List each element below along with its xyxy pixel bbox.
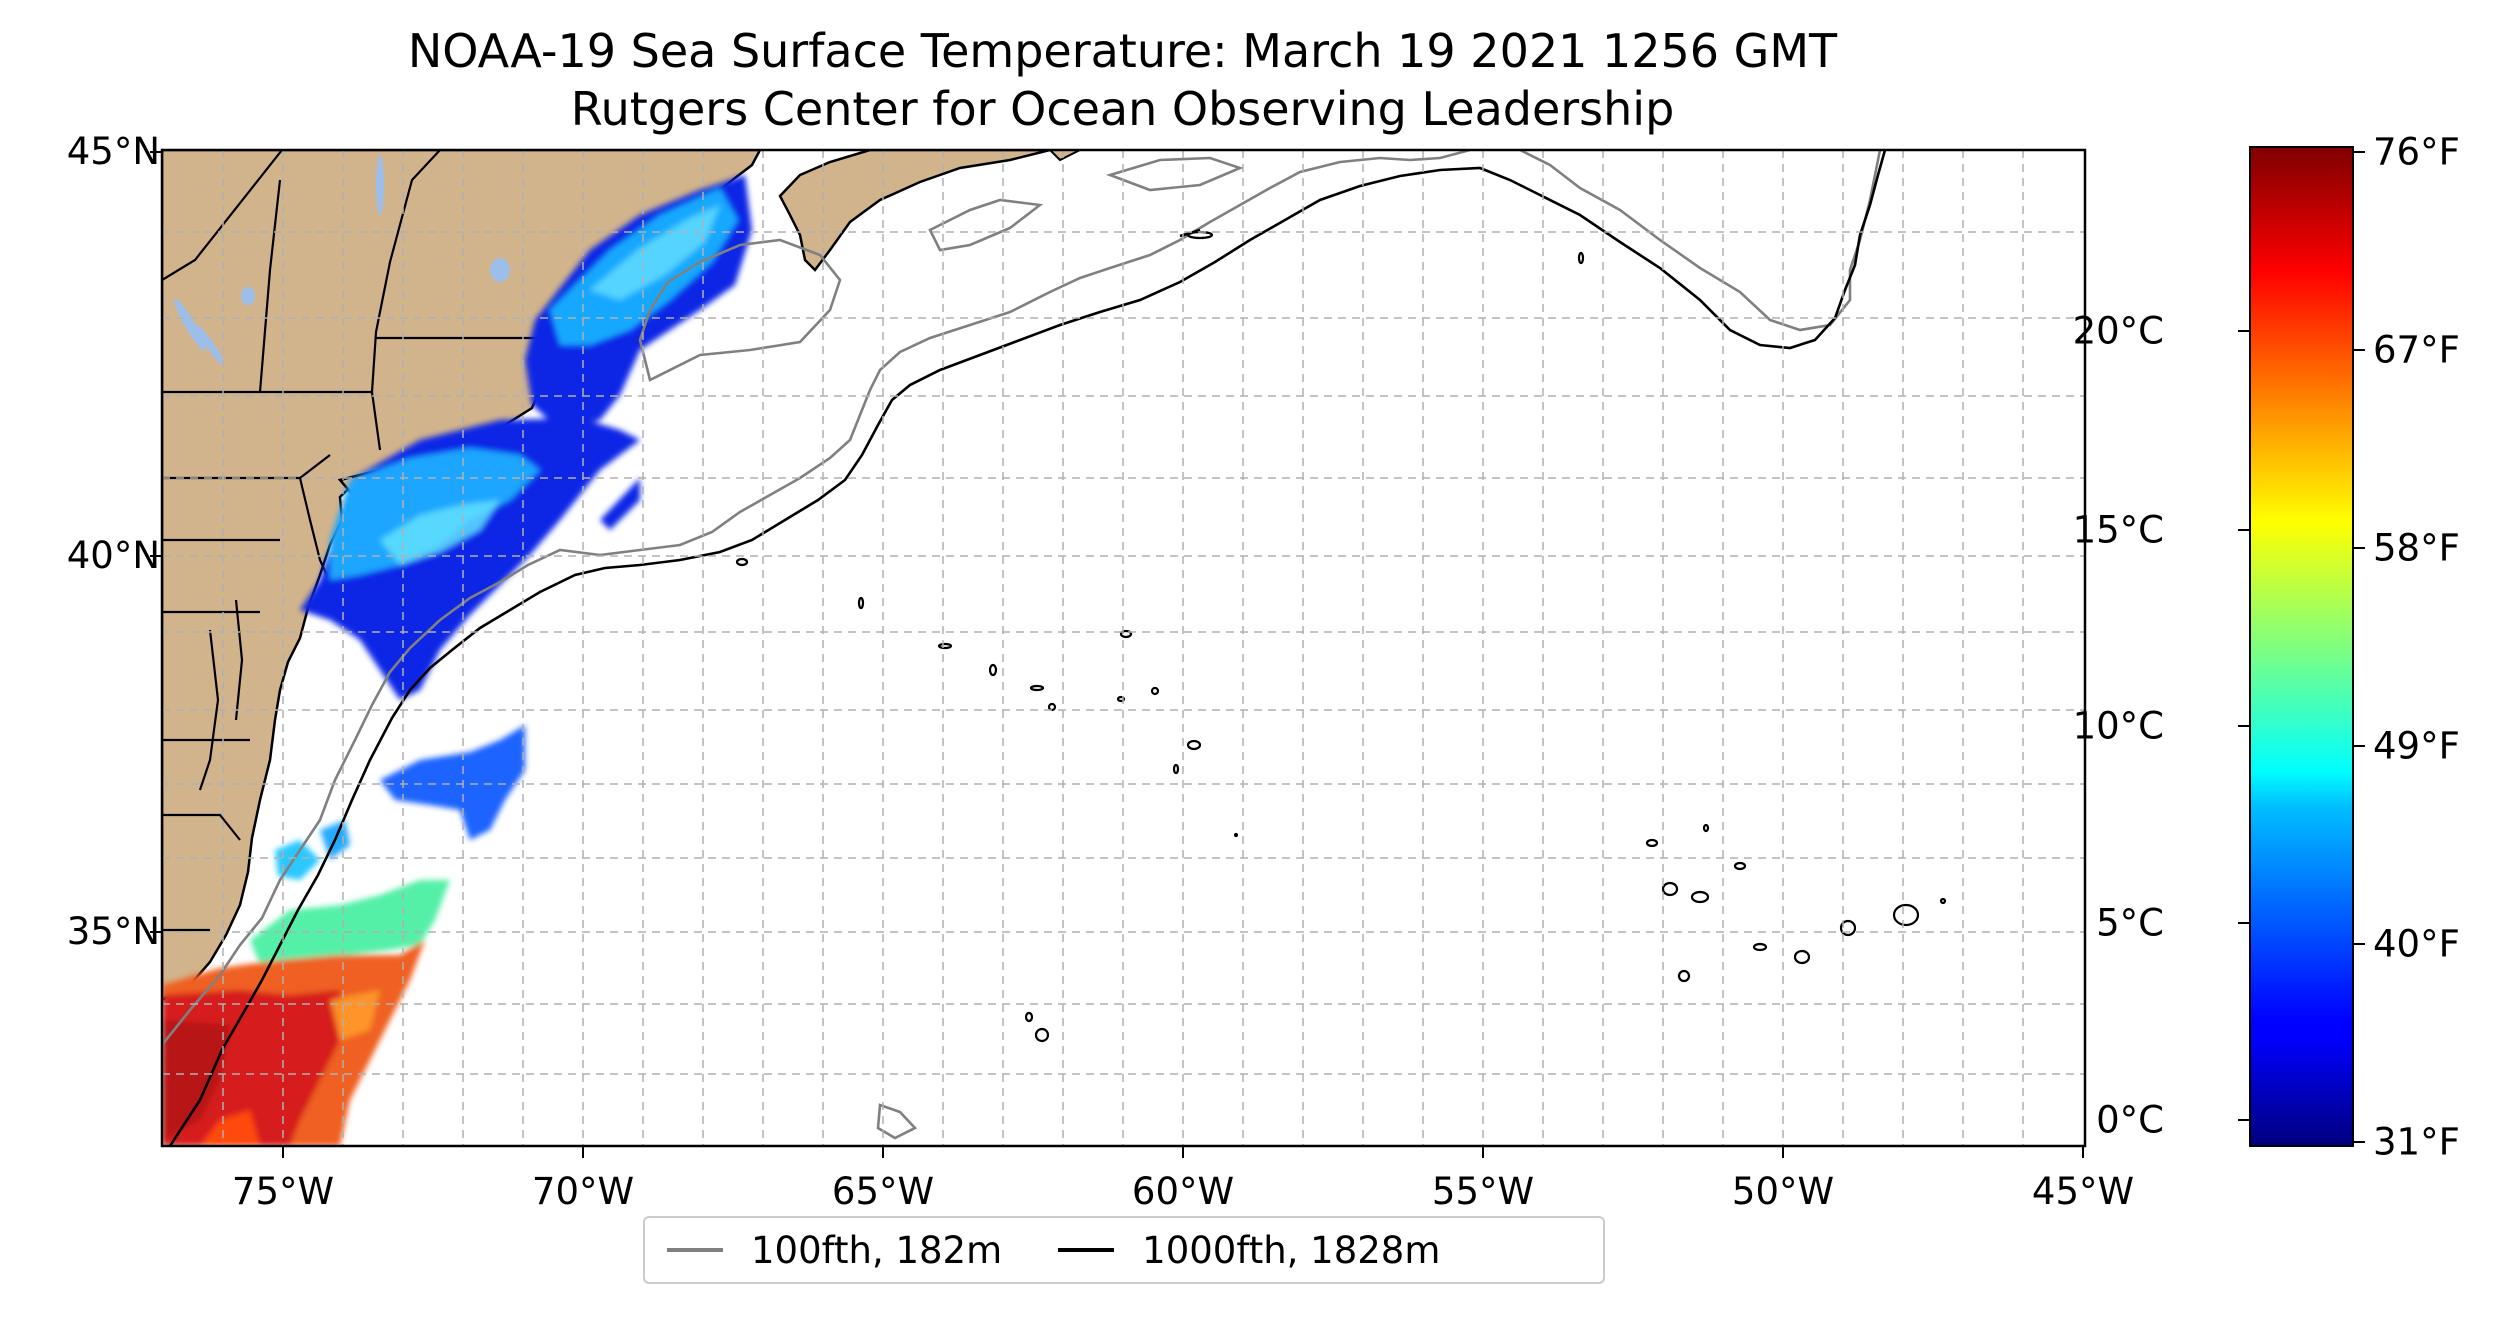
gridlines <box>162 150 2085 1146</box>
lakes <box>174 155 510 366</box>
lat-tick-label: 35°N <box>66 910 160 953</box>
colorbar-celsius-label: 15°C <box>2072 508 2164 552</box>
colorbar-fahrenheit-label: 67°F <box>2373 328 2460 372</box>
legend-item-100fth: 100fth, 182m <box>645 1229 1002 1272</box>
legend-swatch-black <box>1058 1248 1115 1252</box>
lat-tick-label: 40°N <box>66 534 160 577</box>
colorbar-ticks <box>2238 151 2365 1143</box>
lon-tick-label: 65°W <box>831 1170 935 1213</box>
axis-ticks <box>150 151 2084 1158</box>
colorbar-celsius-label: 10°C <box>2072 704 2164 748</box>
lon-tick-label: 45°W <box>2031 1170 2135 1213</box>
map-frame <box>160 148 2087 1148</box>
land-cape-breton <box>1048 150 1081 162</box>
map-subtitle: Rutgers Center for Ocean Observing Leade… <box>570 82 1675 136</box>
colorbar-fahrenheit-label: 40°F <box>2373 922 2460 966</box>
map-title: NOAA-19 Sea Surface Temperature: March 1… <box>407 24 1838 78</box>
colorbar-celsius-label: 5°C <box>2096 901 2164 945</box>
colorbar-fahrenheit-label: 58°F <box>2373 526 2460 570</box>
legend-swatch-gray <box>667 1248 723 1252</box>
legend-label: 100fth, 182m <box>751 1228 1003 1272</box>
lon-tick-label: 60°W <box>1131 1170 1235 1213</box>
lon-tick-label: 70°W <box>531 1170 635 1213</box>
legend: 100fth, 182m 1000fth, 1828m <box>643 1216 1605 1284</box>
legend-item-1000fth: 1000fth, 1828m <box>1036 1229 1440 1272</box>
colorbar-celsius-label: 0°C <box>2096 1098 2164 1142</box>
lon-tick-label: 55°W <box>1431 1170 1535 1213</box>
colorbar-fahrenheit-label: 31°F <box>2373 1120 2460 1164</box>
colorbar-celsius-label: 20°C <box>2072 309 2164 353</box>
lon-tick-label: 50°W <box>1731 1170 1835 1213</box>
sst-data <box>162 175 752 1146</box>
lat-tick-label: 45°N <box>66 130 160 173</box>
colorbar <box>2249 146 2354 1147</box>
lon-tick-label: 75°W <box>231 1170 335 1213</box>
map-area <box>162 150 2085 1146</box>
seamounts <box>735 230 1947 1043</box>
colorbar-fahrenheit-label: 76°F <box>2373 130 2460 174</box>
colorbar-fahrenheit-label: 49°F <box>2373 724 2460 768</box>
legend-label: 1000fth, 1828m <box>1142 1228 1441 1272</box>
